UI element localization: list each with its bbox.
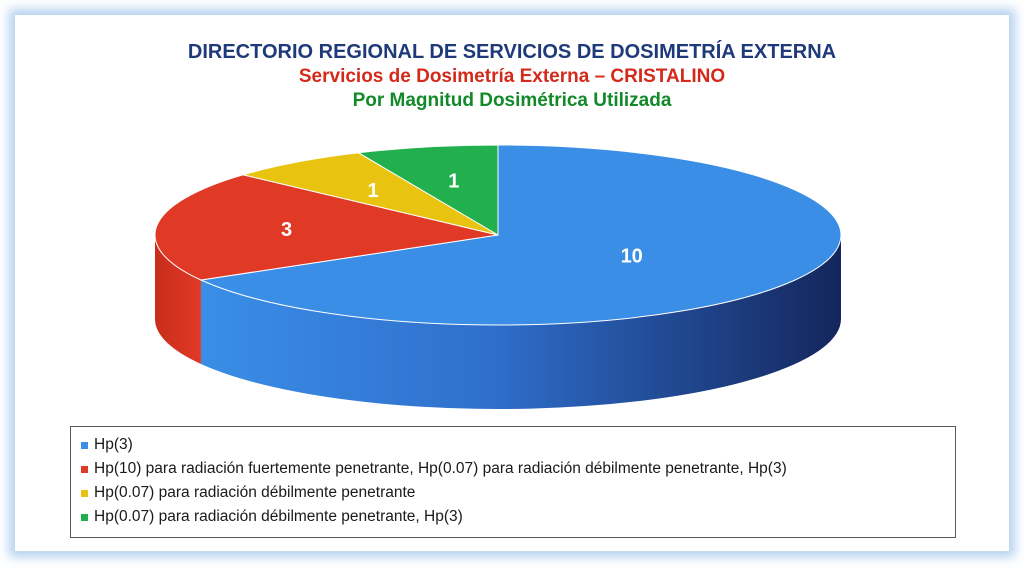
legend-label: Hp(3) (94, 436, 133, 453)
legend-label: Hp(10) para radiación fuertemente penetr… (94, 460, 787, 477)
data-label-0: 10 (621, 245, 643, 267)
pie-tops (154, 144, 842, 326)
chart-legend: Hp(3) Hp(10) para radiación fuertemente p… (70, 426, 956, 538)
data-label-1: 3 (281, 219, 292, 241)
legend-swatch (81, 441, 88, 449)
pie-slice-3 (356, 144, 499, 236)
legend-swatch (81, 513, 88, 521)
pie-side-1-0 (155, 235, 201, 364)
legend-item-0: Hp(3) (81, 433, 945, 457)
pie-slice-1 (154, 174, 499, 281)
pie-slice-2 (241, 152, 499, 236)
legend-item-2: Hp(0.07) para radiación débilmente penet… (81, 481, 945, 505)
data-label-2: 1 (367, 180, 378, 202)
legend-swatch (81, 465, 88, 473)
legend-item-1: Hp(10) para radiación fuertemente penetr… (81, 457, 945, 481)
chart-frame: DIRECTORIO REGIONAL DE SERVICIOS DE DOSI… (14, 14, 1010, 552)
data-label-3: 1 (448, 170, 459, 192)
pie-chart: 10 3 1 1 (154, 144, 842, 409)
pie-side-0-0 (200, 235, 841, 409)
chart-titles: DIRECTORIO REGIONAL DE SERVICIOS DE DOSI… (15, 39, 1009, 113)
pie-slice-0 (199, 144, 842, 326)
chart-subtitle: Servicios de Dosimetría Externa – CRISTA… (298, 66, 726, 87)
legend-item-3: Hp(0.07) para radiación débilmente penet… (81, 505, 945, 529)
legend-label: Hp(0.07) para radiación débilmente penet… (94, 484, 416, 501)
pie-data-labels: 10 3 1 1 (281, 170, 643, 267)
legend-label: Hp(0.07) para radiación débilmente penet… (94, 508, 463, 525)
pie-sides (155, 235, 841, 409)
legend-swatch (81, 489, 88, 497)
chart-title: DIRECTORIO REGIONAL DE SERVICIOS DE DOSI… (187, 41, 837, 63)
chart-subtitle-2: Por Magnitud Dosimétrica Utilizada (352, 90, 672, 111)
